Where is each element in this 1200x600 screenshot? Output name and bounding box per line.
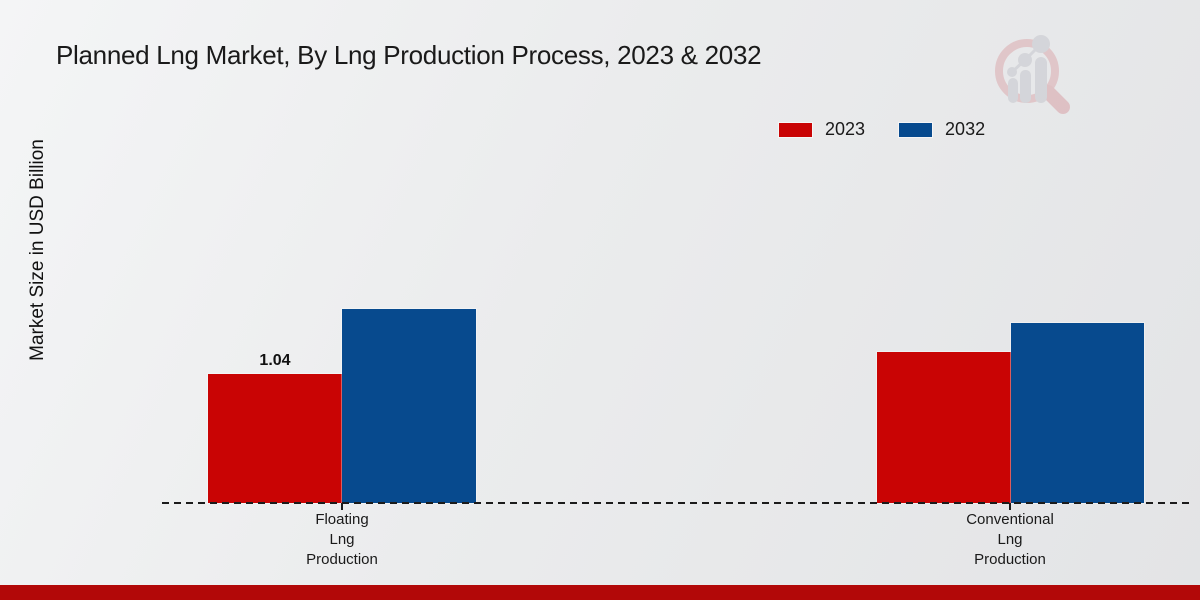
bar-2032-floating — [342, 309, 476, 503]
category-label-conventional: Conventional Lng Production — [966, 511, 1054, 568]
legend-label-2023: 2023 — [825, 119, 866, 139]
bar-2032-conventional — [1011, 322, 1144, 503]
legend: 2023 2032 — [779, 119, 985, 140]
category-label-floating: Floating Lng Production — [306, 511, 378, 568]
x-axis-tick — [341, 503, 343, 510]
x-axis-tick — [1009, 503, 1011, 510]
legend-swatch-2032 — [899, 122, 933, 137]
legend-label-2032: 2032 — [945, 119, 986, 139]
bottom-accent-bar — [0, 585, 1200, 600]
x-axis-dashed-line — [162, 502, 1191, 504]
bar-value-label: 1.04 — [259, 351, 291, 369]
legend-swatch-2023 — [779, 122, 812, 137]
chart-title: Planned Lng Market, By Lng Production Pr… — [56, 40, 762, 70]
bar-2023-conventional — [877, 351, 1011, 503]
market-research-future-watermark-icon — [995, 35, 1070, 114]
legend-item-2023: 2023 — [779, 119, 865, 140]
y-axis-label: Market Size in USD Billion — [27, 139, 48, 361]
legend-item-2032: 2032 — [899, 119, 985, 140]
bar-2023-floating — [208, 373, 342, 503]
